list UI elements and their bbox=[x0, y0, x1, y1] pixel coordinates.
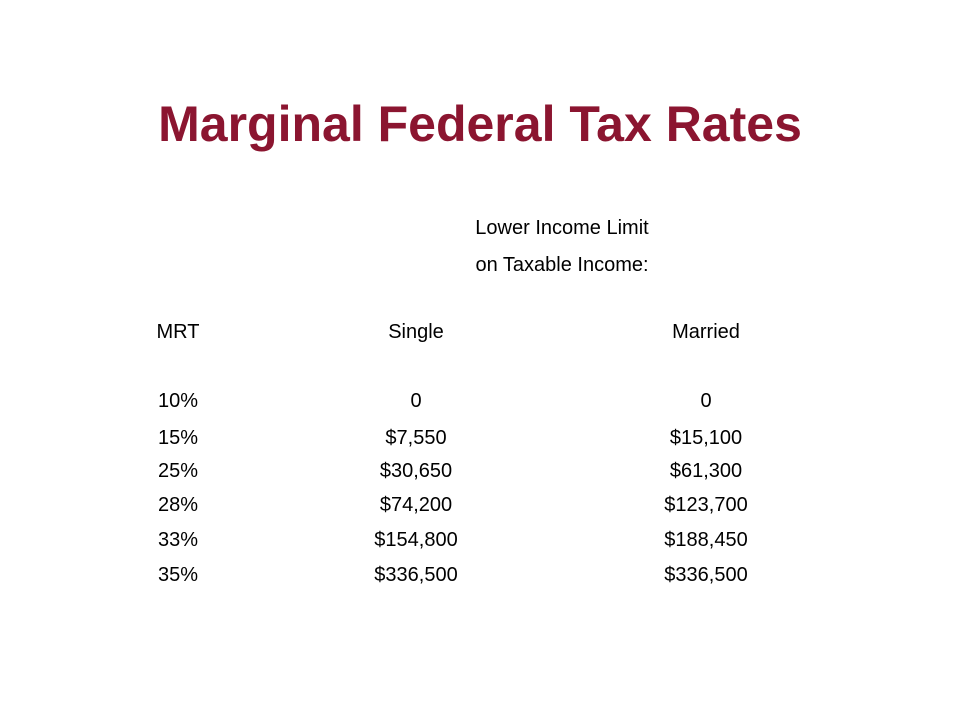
table-cell-rate: 25% bbox=[157, 460, 199, 482]
table-cell-single: $74,200 bbox=[379, 494, 453, 516]
table-cell-married: $61,300 bbox=[669, 460, 743, 482]
subheading-line-1: Lower Income Limit bbox=[475, 217, 649, 239]
subheading-line-2: on Taxable Income: bbox=[475, 254, 649, 276]
header-married: Married bbox=[672, 321, 740, 343]
table-cell-single: $7,550 bbox=[385, 427, 447, 449]
table-cell-married: $188,450 bbox=[664, 529, 748, 551]
slide-title: Marginal Federal Tax Rates bbox=[158, 96, 802, 152]
table-cell-rate: 28% bbox=[157, 494, 199, 516]
table-cell-married: $123,700 bbox=[664, 494, 748, 516]
table-cell-rate: 10% bbox=[157, 390, 199, 412]
table-cell-single: $154,800 bbox=[374, 529, 458, 551]
header-single: Single bbox=[388, 321, 444, 343]
table-cell-rate: 15% bbox=[157, 427, 199, 449]
table-cell-rate: 35% bbox=[157, 564, 199, 586]
table-cell-single: 0 bbox=[410, 390, 422, 412]
table-cell-single: $336,500 bbox=[374, 564, 458, 586]
table-cell-married: 0 bbox=[700, 390, 712, 412]
table-cell-married: $15,100 bbox=[669, 427, 743, 449]
table-cell-rate: 33% bbox=[157, 529, 199, 551]
table-cell-single: $30,650 bbox=[379, 460, 453, 482]
header-mrt: MRT bbox=[156, 321, 200, 343]
table-cell-married: $336,500 bbox=[664, 564, 748, 586]
